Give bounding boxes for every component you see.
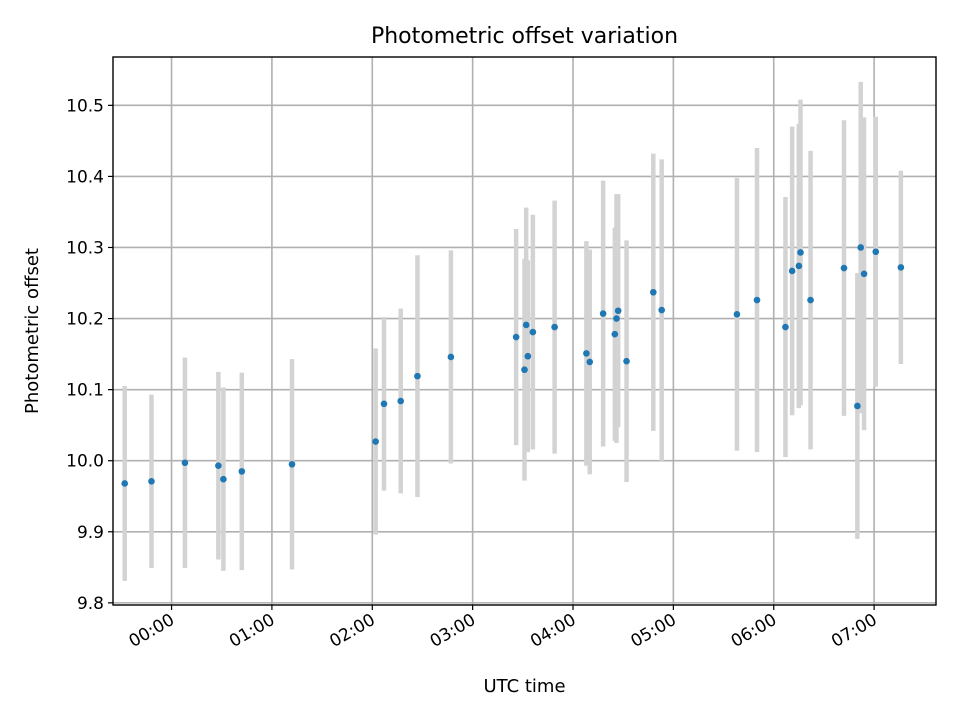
y-tick-label: 10.1 <box>66 381 104 401</box>
x-tick-label: 07:00 <box>828 610 880 652</box>
data-point <box>599 310 607 317</box>
data-point <box>613 315 620 322</box>
x-tick-label: 01:00 <box>226 610 278 652</box>
data-point <box>529 328 537 336</box>
data-point <box>795 262 803 270</box>
data-point <box>181 459 189 467</box>
data-point <box>797 249 804 256</box>
data-point <box>611 330 619 338</box>
data-point <box>447 353 455 361</box>
data-point <box>414 372 421 380</box>
y-tick-label: 10.2 <box>66 310 104 330</box>
y-tick-label: 10.3 <box>66 238 104 258</box>
data-point <box>857 244 865 251</box>
data-point <box>583 350 590 357</box>
data-point <box>288 460 296 468</box>
data-point <box>551 323 558 331</box>
x-tick-label: 04:00 <box>527 610 579 652</box>
x-tick-label: 02:00 <box>326 610 378 652</box>
data-point <box>782 323 789 331</box>
data-point <box>524 352 532 360</box>
x-tick-label: 06:00 <box>728 610 780 652</box>
data-point <box>840 264 848 272</box>
data-point <box>121 480 129 487</box>
data-point <box>380 400 388 408</box>
x-tick-label: 05:00 <box>627 610 679 652</box>
data-point <box>897 264 905 271</box>
y-tick-label: 9.9 <box>77 523 104 543</box>
x-tick-label: 03:00 <box>427 610 479 652</box>
data-points <box>121 244 905 487</box>
data-point <box>148 478 155 485</box>
data-point <box>658 306 665 314</box>
y-tick-label: 10.4 <box>66 167 104 187</box>
x-axis-label: UTC time <box>483 676 565 697</box>
data-point <box>854 402 861 410</box>
data-point <box>512 333 520 341</box>
data-point <box>586 358 594 366</box>
data-point <box>521 366 528 374</box>
data-point <box>860 270 868 278</box>
data-point <box>215 462 222 469</box>
data-point <box>872 248 880 256</box>
y-tick-label: 10.5 <box>66 96 104 116</box>
data-point <box>807 296 814 304</box>
data-point <box>522 321 530 329</box>
y-tick-label: 10.0 <box>66 452 104 472</box>
y-axis-label: Photometric offset <box>22 248 43 414</box>
data-point <box>788 267 796 275</box>
data-point <box>372 438 379 445</box>
x-tick-label: 00:00 <box>126 610 178 652</box>
data-point <box>623 357 630 365</box>
data-point <box>238 468 246 475</box>
data-point <box>733 310 741 318</box>
chart-title: Photometric offset variation <box>371 24 678 49</box>
error-bars <box>122 81 904 581</box>
plot-frame <box>112 56 937 606</box>
data-point <box>614 307 622 315</box>
data-point <box>753 296 761 304</box>
y-tick-label: 9.8 <box>77 594 104 614</box>
data-point <box>220 475 227 483</box>
data-point <box>650 288 657 296</box>
data-point <box>397 397 405 405</box>
